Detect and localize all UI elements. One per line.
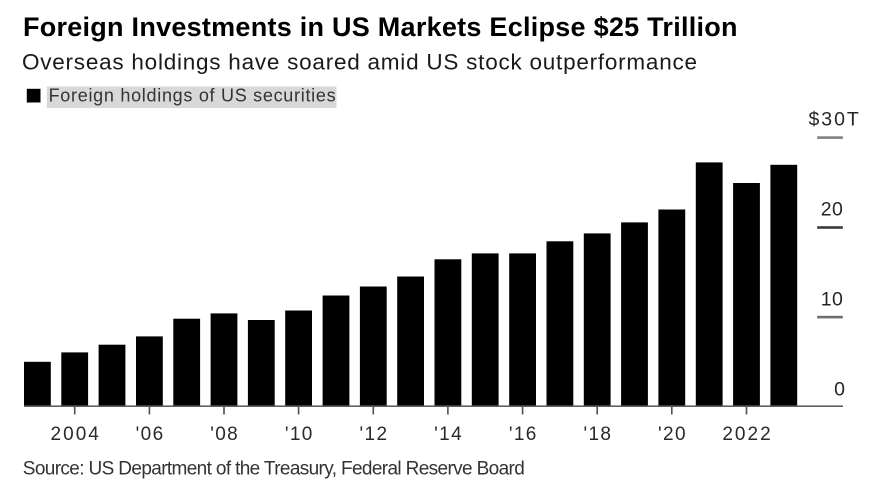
svg-text:Foreign holdings of US securit: Foreign holdings of US securities [49,86,336,106]
svg-text:Source: US Department of the T: Source: US Department of the Treasury, F… [23,459,525,480]
svg-text:'08: '08 [210,424,238,445]
svg-text:'16: '16 [509,424,537,445]
svg-text:'14: '14 [434,424,462,445]
svg-text:'10: '10 [285,424,313,445]
svg-text:2004: 2004 [51,424,100,445]
svg-text:$30T: $30T [809,109,859,131]
svg-text:Overseas holdings have soared: Overseas holdings have soared amid US st… [22,49,697,74]
svg-text:10: 10 [821,289,844,311]
svg-text:'18: '18 [583,424,611,445]
svg-text:0: 0 [834,378,845,400]
svg-text:20: 20 [821,199,844,221]
svg-text:'12: '12 [360,424,388,445]
svg-text:'06: '06 [136,424,164,445]
svg-text:2022: 2022 [722,424,770,445]
svg-text:'20: '20 [658,424,686,445]
svg-text:Foreign Investments in US Mark: Foreign Investments in US Markets Eclips… [23,12,738,42]
